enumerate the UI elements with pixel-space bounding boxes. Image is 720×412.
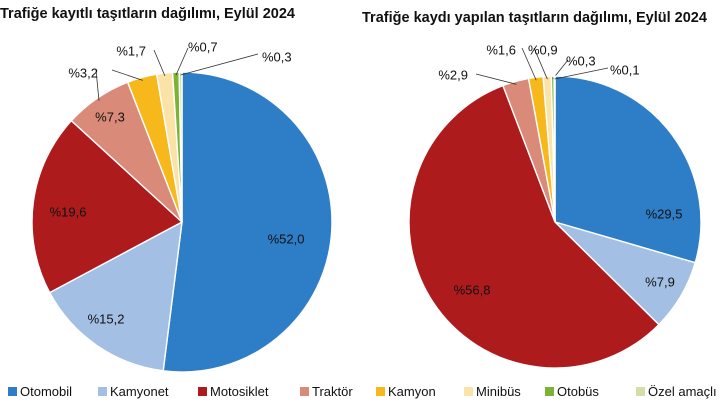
- pie-1: %52,0 %15,2 %19,6 %7,3 %3,2 %1,7 %0,7 %0,3: [31, 39, 333, 373]
- legend-label-minibus: Minibüs: [476, 384, 521, 399]
- pie-2-label-traktor: %2,9: [438, 67, 468, 82]
- pie-1-slice-otomobil: [162, 71, 333, 373]
- pie-2-label-kamyonet: %7,9: [645, 274, 675, 289]
- pie-2-label-motosiklet: %56,8: [454, 282, 491, 297]
- legend-swatch-otomobil: [8, 387, 17, 396]
- pie-1-label-otomobil: %52,0: [268, 231, 305, 246]
- pie-1-label-motosiklet: %19,6: [50, 204, 87, 219]
- pie-2-label-otomobil: %29,5: [646, 206, 683, 221]
- pie-2-slice-ozel-amacli: [553, 75, 556, 223]
- pie-2: %29,5 %7,9 %56,8 %2,9 %1,6 %0,9 %0,3 %0,1: [408, 42, 702, 369]
- legend-label-otobus: Otobüs: [557, 384, 599, 399]
- pie-1-slice-motosiklet: [31, 119, 184, 294]
- pie-1-label-traktor: %7,3: [95, 109, 125, 124]
- legend-label-kamyon: Kamyon: [388, 384, 436, 399]
- pie-1-label-otobus: %0,7: [188, 39, 218, 54]
- pie-2-leader-minibus: [533, 47, 548, 80]
- legend-swatch-kamyon: [376, 387, 385, 396]
- pie-1-leader-otobus: [175, 47, 189, 76]
- pie-1-label-ozel-amacli: %0,3: [262, 49, 292, 64]
- pie-2-leader-kamyon: [521, 47, 537, 81]
- pie-1-label-kamyon: %3,2: [68, 65, 98, 80]
- pie-1-label-kamyonet: %15,2: [88, 311, 125, 326]
- pie-1-label-minibus: %1,7: [116, 43, 146, 58]
- pie-1-slice-ozel-amacli: [178, 71, 183, 223]
- pie-1-slice-kamyonet: [48, 220, 183, 372]
- legend-label-otomobil: Otomobil: [20, 384, 72, 399]
- pie-1-leader-minibus: [153, 49, 166, 77]
- pie-2-leader-ozel-amacli: [554, 67, 609, 80]
- legend-label-motosiklet: Motosiklet: [210, 384, 269, 399]
- legend-swatch-motosiklet: [198, 387, 207, 396]
- pie-2-slice-otomobil: [554, 75, 702, 264]
- pie-2-leader-traktor: [475, 73, 517, 85]
- pie-2-title: Trafiğe kaydı yapılan taşıtların dağılım…: [362, 10, 707, 26]
- legend-label-kamyonet: Kamyonet: [110, 384, 169, 399]
- legend-swatch-traktor: [300, 387, 309, 396]
- legend-swatch-minibus: [464, 387, 473, 396]
- pie-2-label-kamyon: %1,6: [486, 42, 516, 57]
- pie-1-leader-ozel-amacli: [180, 53, 259, 76]
- pie-1-leader-traktor: [95, 69, 100, 101]
- pie-1-leader-kamyon: [111, 69, 143, 81]
- pie-2-label-minibus: %0,9: [528, 42, 558, 57]
- pie-2-label-otobus: %0,3: [566, 53, 596, 68]
- legend-swatch-kamyonet: [98, 387, 107, 396]
- legend-label-traktor: Traktör: [312, 384, 353, 399]
- legend-swatch-otobus: [545, 387, 554, 396]
- pie-2-label-ozel-amacli: %0,1: [610, 62, 640, 77]
- legend: Otomobil Kamyonet Motosiklet Traktör Kamyon M…: [8, 384, 717, 399]
- pie-1-title: Trafiğe kayıtlı taşıtların dağılımı, Eyl…: [0, 6, 295, 22]
- legend-label-ozel-amacli: Özel amaçlı: [648, 384, 717, 399]
- pie-2-slice-motosiklet: [408, 84, 660, 369]
- legend-swatch-ozel-amacli: [636, 387, 645, 396]
